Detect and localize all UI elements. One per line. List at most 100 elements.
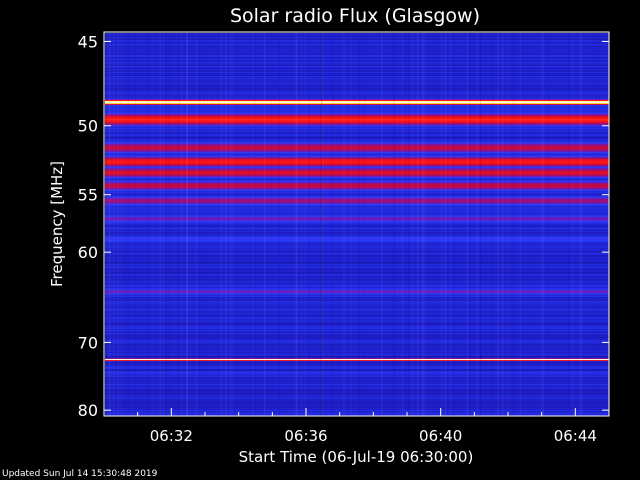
noise-streak [364, 33, 366, 416]
noise-streak [231, 33, 233, 416]
spectrogram-row [105, 76, 609, 78]
spectrogram-row [105, 233, 609, 235]
noise-streak [321, 33, 323, 416]
spectrogram-row [105, 161, 609, 163]
spectrogram-row [105, 383, 609, 385]
chart-title: Solar radio Flux (Glasgow) [230, 5, 480, 27]
spectrogram-row [105, 258, 609, 260]
spectrogram-row [105, 283, 609, 285]
spectrogram-row [105, 177, 609, 179]
spectrogram-row [105, 271, 609, 273]
spectrogram-row [105, 221, 609, 223]
spectrogram-row [105, 364, 609, 366]
noise-streak [507, 33, 509, 416]
spectrogram-row [105, 155, 609, 157]
noise-streak [572, 33, 574, 416]
y-axis: 45 50 55 60 70 80 [78, 32, 609, 420]
spectrogram-row [105, 386, 609, 388]
spectrogram-row [105, 46, 609, 48]
spectrogram-row [105, 307, 609, 309]
spectrogram-row [105, 163, 609, 165]
spectrogram-row [105, 280, 609, 282]
spectrogram-row [105, 322, 609, 324]
spectrogram-row [105, 36, 609, 38]
spectrogram-row [105, 392, 609, 394]
spectrogram-row [105, 240, 609, 242]
spectrogram-row [105, 272, 609, 274]
spectrogram-row [105, 72, 609, 74]
spectrogram-row [105, 123, 609, 125]
spectrogram-row [105, 310, 609, 312]
spectrogram-row [105, 355, 609, 357]
spectrogram-row [105, 342, 609, 344]
spectrogram-row [105, 199, 609, 201]
spectrogram-row [105, 172, 609, 174]
noise-streak [394, 33, 396, 416]
spectrogram-row [105, 384, 609, 386]
spectrogram-row [105, 51, 609, 53]
spectrogram-row [105, 59, 609, 61]
spectrogram-row [105, 223, 609, 225]
spectrogram-row [105, 219, 609, 221]
spectrogram-row [105, 267, 609, 269]
noise-streak [186, 33, 188, 416]
spectrogram-row [105, 186, 609, 188]
spectrogram-row [105, 140, 609, 142]
spectrogram-row [105, 201, 609, 203]
noise-streak [279, 33, 280, 416]
spectrogram-row [105, 67, 609, 69]
spectrogram-row [105, 373, 609, 375]
spectrogram-row [105, 211, 609, 213]
noise-streak [599, 33, 601, 416]
spectrogram-row [105, 378, 609, 380]
spectrogram-row [105, 368, 609, 370]
spectrogram-row [105, 264, 609, 266]
noise-streak [163, 33, 165, 416]
spectrogram-row [105, 376, 609, 378]
spectrogram-row [105, 142, 609, 144]
y-tick-label: 50 [78, 117, 98, 136]
spectrogram-row [105, 279, 609, 281]
noise-streak [163, 33, 165, 416]
spectrogram-row [105, 190, 609, 192]
spectrogram-row [105, 353, 609, 355]
spectrogram-row [105, 234, 609, 236]
spectrogram-row [105, 54, 609, 56]
spectrogram-row [105, 225, 609, 227]
spectrogram-row [105, 244, 609, 246]
spectrogram-row [105, 56, 609, 58]
spectrogram-row [105, 321, 609, 323]
spectrogram-row [105, 299, 609, 301]
spectrogram-row [105, 316, 609, 318]
spectrogram-row [105, 335, 609, 337]
spectrogram-row [105, 253, 609, 255]
noise-streak [212, 33, 214, 416]
spectrogram-row [105, 70, 609, 72]
noise-streak [254, 33, 256, 416]
noise-streak [180, 33, 182, 416]
noise-streak [199, 33, 201, 416]
spectrogram-row [105, 156, 609, 158]
spectrogram-row [105, 354, 609, 356]
spectrogram-row [105, 153, 609, 155]
spectrogram-row [105, 375, 609, 377]
spectrogram-row [105, 92, 609, 94]
noise-streak [225, 33, 227, 416]
spectrogram-row [105, 217, 609, 219]
spectrogram-row [105, 89, 609, 91]
spectrogram-row [105, 328, 609, 330]
noise-streak [568, 33, 570, 416]
spectrogram-row [105, 254, 609, 256]
spectrogram-row [105, 60, 609, 62]
noise-streak [542, 33, 544, 416]
spectrogram-row [105, 202, 609, 204]
noise-streak [502, 33, 504, 416]
spectrogram-row [105, 145, 609, 147]
noise-streak [299, 33, 301, 416]
spectrogram-row [105, 255, 609, 257]
spectrogram-row [105, 173, 609, 175]
y-tick-label: 60 [78, 243, 98, 262]
noise-streak [445, 33, 446, 416]
spectrogram-row [105, 116, 609, 118]
